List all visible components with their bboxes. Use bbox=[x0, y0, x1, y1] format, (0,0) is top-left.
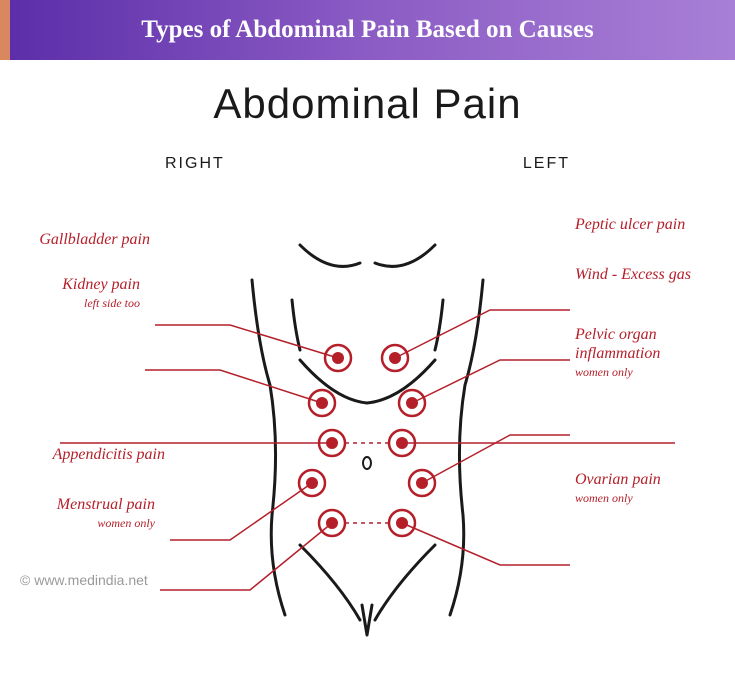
pain-label-text: Menstrual pain bbox=[57, 496, 155, 513]
copyright-text: © www.medindia.net bbox=[20, 572, 148, 588]
pain-marker-pelvic bbox=[409, 470, 435, 496]
pain-label-text: Kidney pain bbox=[62, 276, 140, 293]
pain-marker-menstrual bbox=[319, 510, 345, 536]
pain-label-text: Peptic ulcer pain bbox=[575, 216, 685, 233]
pain-label-peptic: Peptic ulcer pain bbox=[575, 215, 685, 234]
pain-label-menstrual: Menstrual pain women only bbox=[57, 495, 155, 531]
pain-label-wind: Wind - Excess gas bbox=[575, 265, 691, 284]
pain-label-subtext: women only bbox=[575, 491, 661, 505]
pain-label-kidney: Kidney pain left side too bbox=[62, 275, 140, 311]
pain-label-ovarian: Ovarian pain women only bbox=[575, 470, 661, 506]
pain-label-gallbladder: Gallbladder pain bbox=[39, 230, 150, 249]
pain-label-pelvic: Pelvic organ inflammation women only bbox=[575, 325, 735, 380]
diagram-title: Abdominal Pain bbox=[213, 80, 521, 128]
pain-label-text: Appendicitis pain bbox=[53, 446, 165, 463]
pain-label-subtext: women only bbox=[575, 365, 735, 379]
pain-marker-peptic bbox=[382, 345, 408, 371]
pain-marker-wind bbox=[399, 390, 425, 416]
pain-marker-appendix bbox=[299, 470, 325, 496]
pain-marker-ovarian bbox=[389, 510, 415, 536]
pain-label-text: Ovarian pain bbox=[575, 471, 661, 488]
pain-label-text: Wind - Excess gas bbox=[575, 266, 691, 283]
pain-label-subtext: left side too bbox=[62, 296, 140, 310]
pain-marker-gallbladder bbox=[325, 345, 351, 371]
pain-label-appendix: Appendicitis pain bbox=[53, 445, 165, 464]
pain-label-subtext: women only bbox=[57, 516, 155, 530]
pain-label-text: Pelvic organ inflammation bbox=[575, 326, 660, 362]
diagram-area: Abdominal Pain RIGHT LEFT Gallbladder pa… bbox=[0, 60, 735, 600]
header-bar: Types of Abdominal Pain Based on Causes bbox=[0, 0, 735, 60]
header-title: Types of Abdominal Pain Based on Causes bbox=[141, 16, 593, 44]
pain-label-text: Gallbladder pain bbox=[39, 231, 150, 248]
pain-marker-kidney bbox=[309, 390, 335, 416]
